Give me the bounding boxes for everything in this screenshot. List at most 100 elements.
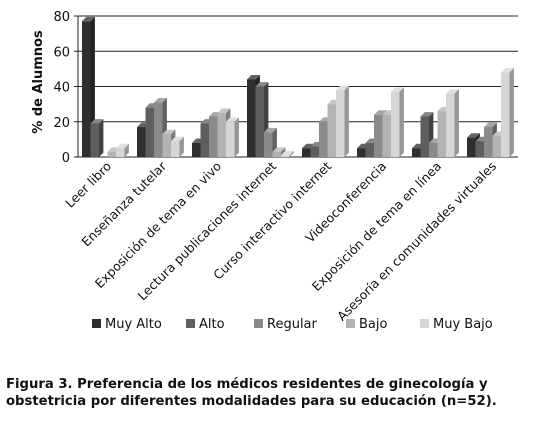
- bar: [226, 117, 239, 157]
- bar-side: [234, 117, 239, 157]
- bar-front: [107, 151, 116, 157]
- bar-top: [116, 143, 129, 149]
- bar-front: [137, 127, 146, 157]
- bar-side: [399, 87, 404, 157]
- bar: [90, 119, 104, 157]
- y-tick-label: 80: [53, 10, 70, 25]
- bar-front: [154, 102, 163, 157]
- figure-caption: Figura 3. Preferencia de los médicos res…: [6, 376, 542, 410]
- y-tick-label: 40: [53, 81, 70, 96]
- bar-front: [412, 148, 421, 157]
- bar-front: [391, 91, 400, 157]
- bar-front: [420, 116, 429, 157]
- bar-front: [437, 111, 446, 157]
- bar-front: [90, 123, 99, 157]
- bar-front: [429, 142, 438, 157]
- bar-front: [310, 146, 319, 157]
- bar-side: [289, 150, 294, 157]
- bars: [82, 16, 514, 158]
- bar-top: [217, 108, 231, 113]
- bar-front: [247, 79, 256, 157]
- bar-front: [255, 86, 264, 157]
- bar-side: [99, 119, 104, 157]
- bar-front: [264, 132, 273, 157]
- bar-top: [272, 147, 286, 152]
- bar-top: [302, 143, 315, 149]
- bar-top: [484, 122, 497, 128]
- bar-top: [90, 119, 104, 124]
- legend-label: Muy Bajo: [433, 317, 493, 332]
- bar-top: [154, 97, 167, 103]
- bar-front: [209, 116, 218, 157]
- bar-top: [501, 68, 514, 73]
- bar-front: [272, 151, 281, 157]
- bar-front: [467, 137, 476, 157]
- bar-top: [336, 85, 349, 91]
- bar: [281, 150, 294, 157]
- bar: [391, 87, 404, 157]
- bar-front: [501, 72, 510, 157]
- bar-front: [357, 148, 366, 157]
- bar-top: [420, 112, 434, 117]
- bar-top: [281, 150, 294, 156]
- legend-item: Bajo: [346, 317, 387, 332]
- legend-swatch: [92, 319, 101, 328]
- bar-side: [344, 85, 349, 157]
- legend-label: Regular: [267, 317, 318, 332]
- bar-top: [467, 133, 480, 138]
- bar-front: [302, 148, 311, 157]
- y-axis: 0 20 40 60 80: [53, 10, 518, 166]
- bar-front: [446, 93, 455, 157]
- bar-front: [116, 148, 125, 157]
- y-tick-label: 0: [62, 151, 70, 166]
- legend-item: Alto: [186, 317, 225, 332]
- caption-label: Figura 3.: [6, 377, 73, 392]
- bar-top: [255, 82, 269, 87]
- bar-front: [200, 123, 209, 157]
- caption-text: Preferencia de los médicos residentes de…: [6, 377, 497, 409]
- legend-swatch: [186, 319, 195, 328]
- y-axis-label: % de Alumnos: [31, 30, 46, 134]
- bar-top: [226, 117, 239, 122]
- bar-side: [124, 143, 129, 157]
- bar-front: [475, 141, 484, 157]
- bar-front: [484, 127, 493, 157]
- legend-swatch: [254, 319, 263, 328]
- bar: [116, 143, 129, 157]
- bar-side: [509, 68, 514, 157]
- bar: [336, 85, 349, 157]
- legend: Muy Alto Alto Regular Bajo Muy Bajo: [92, 317, 493, 332]
- bar-side: [179, 136, 184, 157]
- bar-front: [492, 135, 501, 157]
- legend-swatch: [420, 319, 429, 328]
- bar-top: [391, 87, 404, 92]
- legend-item: Muy Bajo: [420, 317, 493, 332]
- bar: [501, 68, 514, 157]
- bar-front: [382, 114, 391, 157]
- bar-front: [327, 104, 336, 157]
- y-tick-label: 60: [53, 45, 70, 60]
- bar-front: [365, 142, 374, 157]
- bar-top: [162, 129, 176, 135]
- bar-front: [82, 21, 91, 157]
- bar-front: [374, 114, 383, 157]
- bar-top: [171, 136, 184, 142]
- bar-top: [247, 75, 260, 80]
- y-tick-label: 20: [53, 116, 70, 131]
- legend-label: Alto: [199, 317, 225, 332]
- bar-front: [319, 121, 328, 157]
- bar-side: [454, 89, 459, 157]
- legend-item: Regular: [254, 317, 318, 332]
- bar-top: [446, 89, 459, 94]
- bar-top: [264, 127, 277, 133]
- bar-top: [82, 16, 95, 22]
- bar-front: [226, 121, 235, 157]
- bar: [446, 89, 459, 157]
- legend-item: Muy Alto: [92, 317, 162, 332]
- x-tick-label: Leer libro: [62, 159, 114, 211]
- bar-front: [192, 142, 201, 157]
- bar-front: [145, 107, 154, 157]
- legend-label: Bajo: [359, 317, 387, 332]
- legend-label: Muy Alto: [105, 317, 162, 332]
